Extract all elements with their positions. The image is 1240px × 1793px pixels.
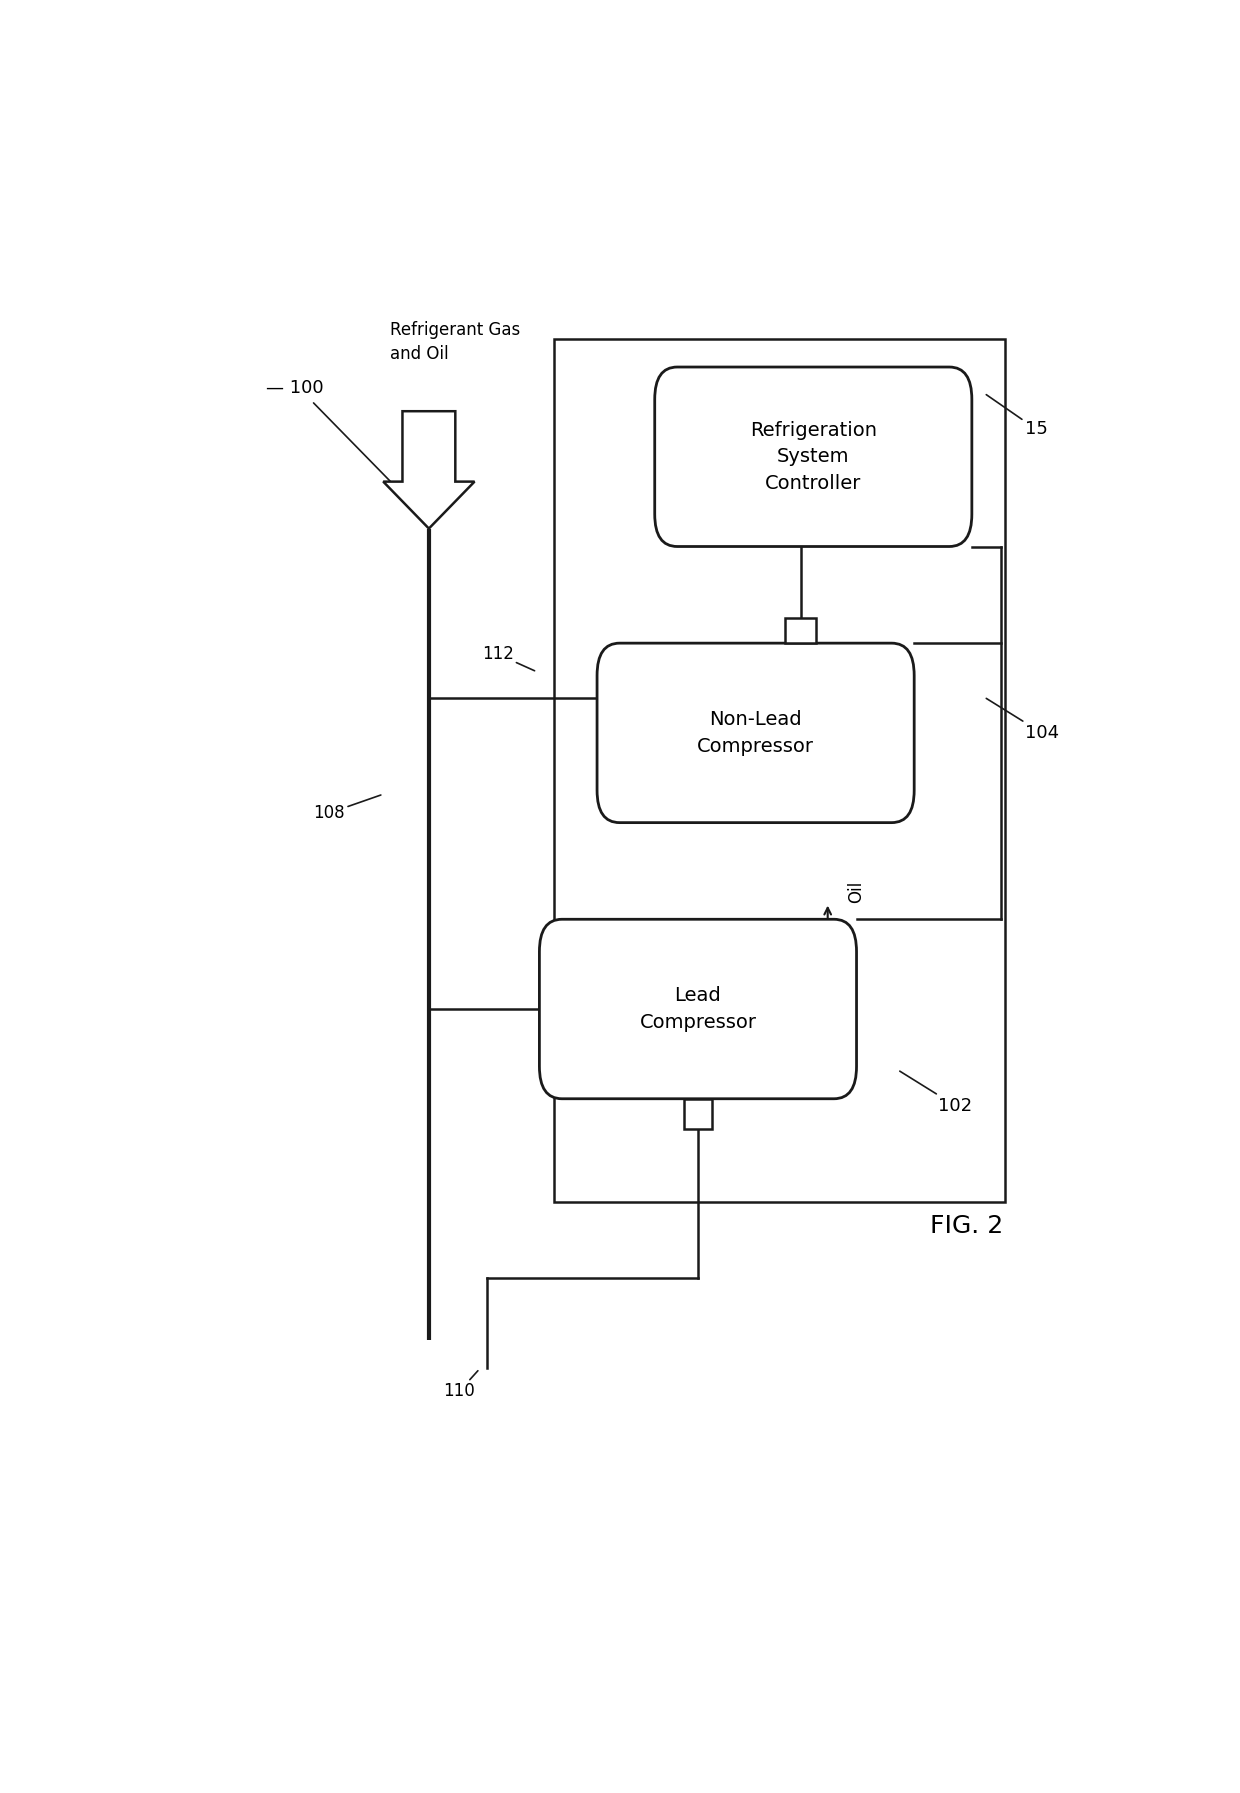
Bar [785,619,816,644]
Text: 104: 104 [986,699,1059,742]
Text: Oil: Oil [847,880,866,904]
Text: 112: 112 [481,645,534,671]
FancyBboxPatch shape [596,644,914,823]
Text: 110: 110 [444,1370,477,1400]
Text: Lead
Compressor: Lead Compressor [640,986,756,1031]
Text: 15: 15 [986,394,1048,437]
Polygon shape [383,411,475,529]
Text: Refrigeration
System
Controller: Refrigeration System Controller [750,421,877,493]
Text: 108: 108 [314,794,381,821]
FancyBboxPatch shape [655,368,972,547]
Bar [683,1099,712,1130]
Text: Non-Lead
Compressor: Non-Lead Compressor [697,710,815,755]
Text: — 100: — 100 [265,378,324,396]
Text: Refrigerant Gas
and Oil: Refrigerant Gas and Oil [391,321,521,362]
Text: 102: 102 [900,1070,972,1115]
Text: FIG. 2: FIG. 2 [930,1214,1003,1237]
Text: 116: 116 [789,922,823,948]
Bar [554,339,1006,1203]
FancyBboxPatch shape [539,920,857,1099]
